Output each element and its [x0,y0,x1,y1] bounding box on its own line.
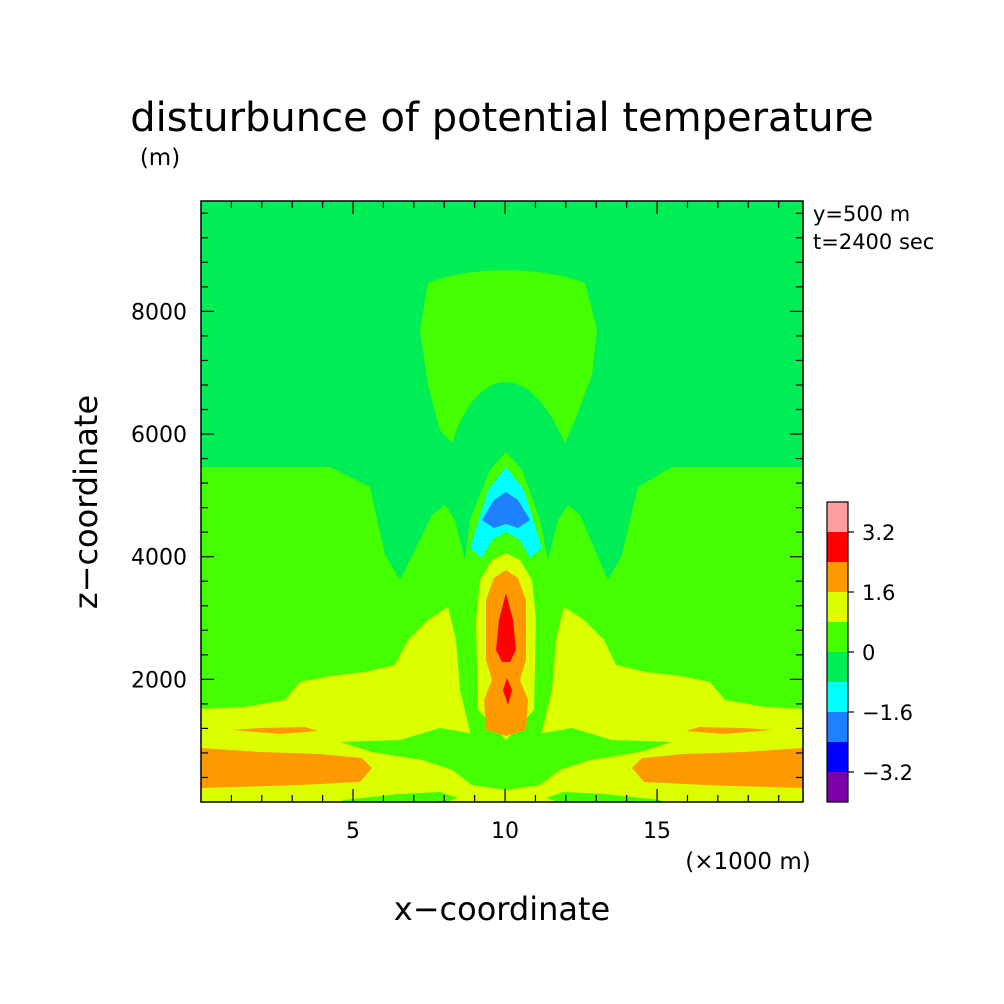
field-warm-layer [201,607,803,802]
field-surface-strip-left [343,792,458,802]
colorbar-swatch [827,742,848,772]
x-axis: 5 10 15 [230,201,780,844]
field-orange-streak-right [686,727,772,734]
x-axis-unit: (×1000 m) [685,849,810,875]
colorbar-swatch [827,712,848,742]
x-tick-label: 5 [346,819,360,844]
field-lower-pocket [340,728,672,790]
colorbar-swatch [827,772,848,802]
colorbar-swatch [827,562,848,592]
colorbar-swatch [827,532,848,562]
y-tick-label: 6000 [131,423,187,448]
y-tick-label: 4000 [131,546,187,571]
annotation-y: y=500 m [813,202,910,226]
colorbar-tick-label: 0 [862,641,875,665]
plot-area [201,201,803,802]
x-tick-label: 15 [643,819,671,844]
colorbar-tick-label: 3.2 [862,521,895,545]
y-unit-label: (m) [140,145,180,171]
y-tick-label: 8000 [131,300,187,325]
x-tick-label: 10 [491,819,519,844]
field-central-warm-core [496,593,516,662]
chart-title: disturbunce of potential temperature [130,95,874,141]
colorbar-tick-label: −3.2 [862,761,913,785]
field-cold-core [482,492,530,528]
y-tick-label: 2000 [131,668,187,693]
colorbar-swatch [827,682,848,712]
colorbar-swatch [827,592,848,622]
colorbar: 3.2 1.6 0 −1.6 −3.2 [826,501,913,803]
field-orange-streak-left [232,727,318,734]
field-orange-band-right [632,748,803,788]
field-central-warm-core-lower [503,678,512,705]
colorbar-tick-label: 1.6 [862,581,895,605]
plot-border [200,200,804,803]
colorbar-swatch [827,622,848,652]
y-axis-label: z−coordinate [67,395,105,609]
colorbar-swatch [827,652,848,682]
plot-frame [200,200,804,803]
y-axis: 2000 4000 6000 8000 [131,212,803,779]
colorbar-tick-label: −1.6 [862,701,913,725]
field-upper-lobe [420,270,597,443]
field-orange-band-left [201,748,372,788]
x-axis-label: x−coordinate [394,890,610,928]
annotation-t: t=2400 sec [813,230,934,254]
field-surface-strip-right [546,792,661,802]
colorbar-swatch [827,502,848,532]
